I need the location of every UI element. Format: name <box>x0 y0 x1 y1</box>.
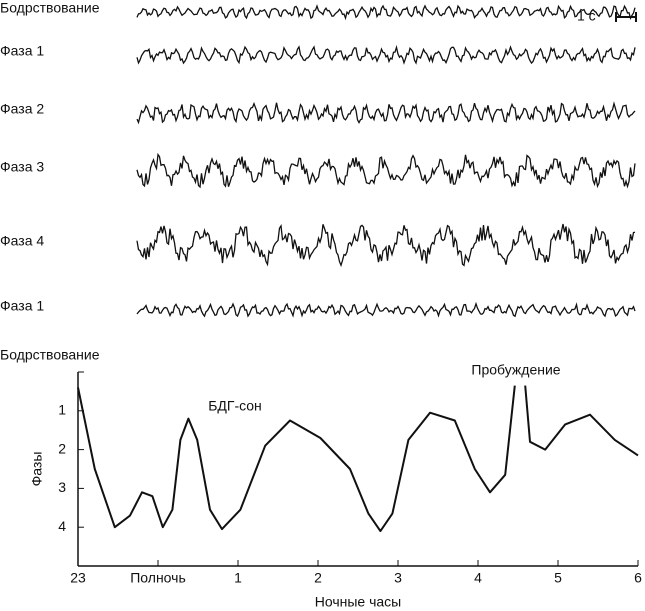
y-tick-label: 3 <box>58 479 66 495</box>
y-tick-label: Бодрствование <box>0 347 100 363</box>
y-tick-label: 2 <box>58 440 66 456</box>
y-tick-label: 1 <box>58 402 66 418</box>
x-tick-label: 3 <box>394 570 402 586</box>
x-tick-label: 23 <box>70 570 86 586</box>
scale-bar <box>615 12 637 22</box>
trace-label: Фаза 2 <box>0 101 44 117</box>
eeg-trace <box>136 4 636 21</box>
stage-line <box>77 385 639 533</box>
trace-label: Фаза 4 <box>0 233 44 249</box>
annotation: БДГ-сон <box>208 398 262 414</box>
eeg-trace <box>136 44 636 65</box>
trace-label: Бодрствование <box>0 0 100 16</box>
x-tick-label: 5 <box>554 570 562 586</box>
x-tick-label: 6 <box>634 570 642 586</box>
eeg-trace <box>136 152 636 189</box>
trace-label: Фаза 3 <box>0 159 44 175</box>
x-tick-label: 2 <box>314 570 322 586</box>
trace-label: Фаза 1 <box>0 298 44 314</box>
x-tick-label: 1 <box>234 570 242 586</box>
eeg-trace <box>136 101 636 125</box>
x-tick-label: Полночь <box>130 570 186 586</box>
eeg-trace <box>136 223 636 268</box>
y-axis-label: Фазы <box>29 452 45 487</box>
eeg-trace <box>136 301 636 318</box>
annotation: Пробуждение <box>471 362 560 378</box>
x-axis-label: Ночные часы <box>315 594 402 610</box>
trace-label: Фаза 1 <box>0 43 44 59</box>
x-tick-label: 4 <box>474 570 482 586</box>
y-tick-label: 4 <box>58 518 66 534</box>
